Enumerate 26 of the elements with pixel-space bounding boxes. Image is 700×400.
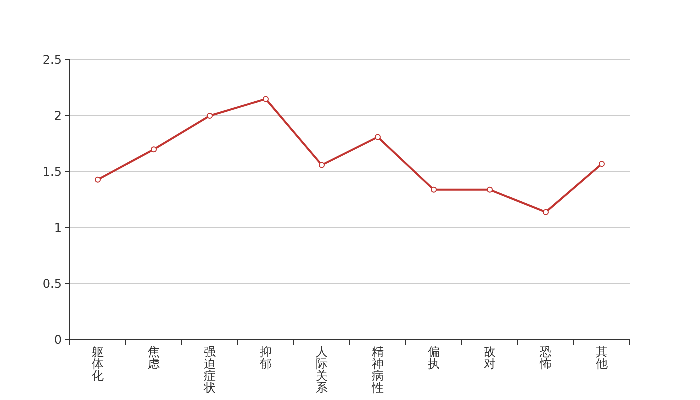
point: [207, 113, 213, 119]
x-tick-label: 敌对: [484, 345, 496, 371]
point: [487, 186, 493, 193]
x-tick-label: 躯体化: [92, 345, 104, 383]
y-tick-label: 1: [54, 221, 62, 235]
point: [543, 209, 549, 216]
point: [431, 186, 437, 193]
point: [263, 96, 269, 102]
y-tick-label: 0: [54, 333, 62, 347]
x-tick-label: 抑郁: [260, 345, 272, 371]
point: [375, 134, 381, 140]
x-tick-label: 其他: [596, 345, 608, 371]
x-tick-label: 人际关系: [316, 345, 328, 395]
point: [151, 146, 157, 153]
x-tick-label: 焦虑: [148, 345, 160, 371]
y-tick-label: 2.5: [42, 53, 62, 67]
y-tick-label: 0.5: [42, 277, 62, 291]
x-tick-label: 精神病性: [371, 345, 384, 395]
y-tick-label: 1.5: [42, 165, 62, 179]
x-tick-label: 偏执: [428, 345, 440, 371]
point: [599, 161, 605, 168]
y-tick-label: 2: [54, 109, 62, 123]
point: [319, 162, 325, 168]
x-tick-label: 强迫症状: [203, 345, 216, 395]
x-tick-label: 恐怖: [539, 345, 552, 371]
point: [95, 176, 101, 183]
